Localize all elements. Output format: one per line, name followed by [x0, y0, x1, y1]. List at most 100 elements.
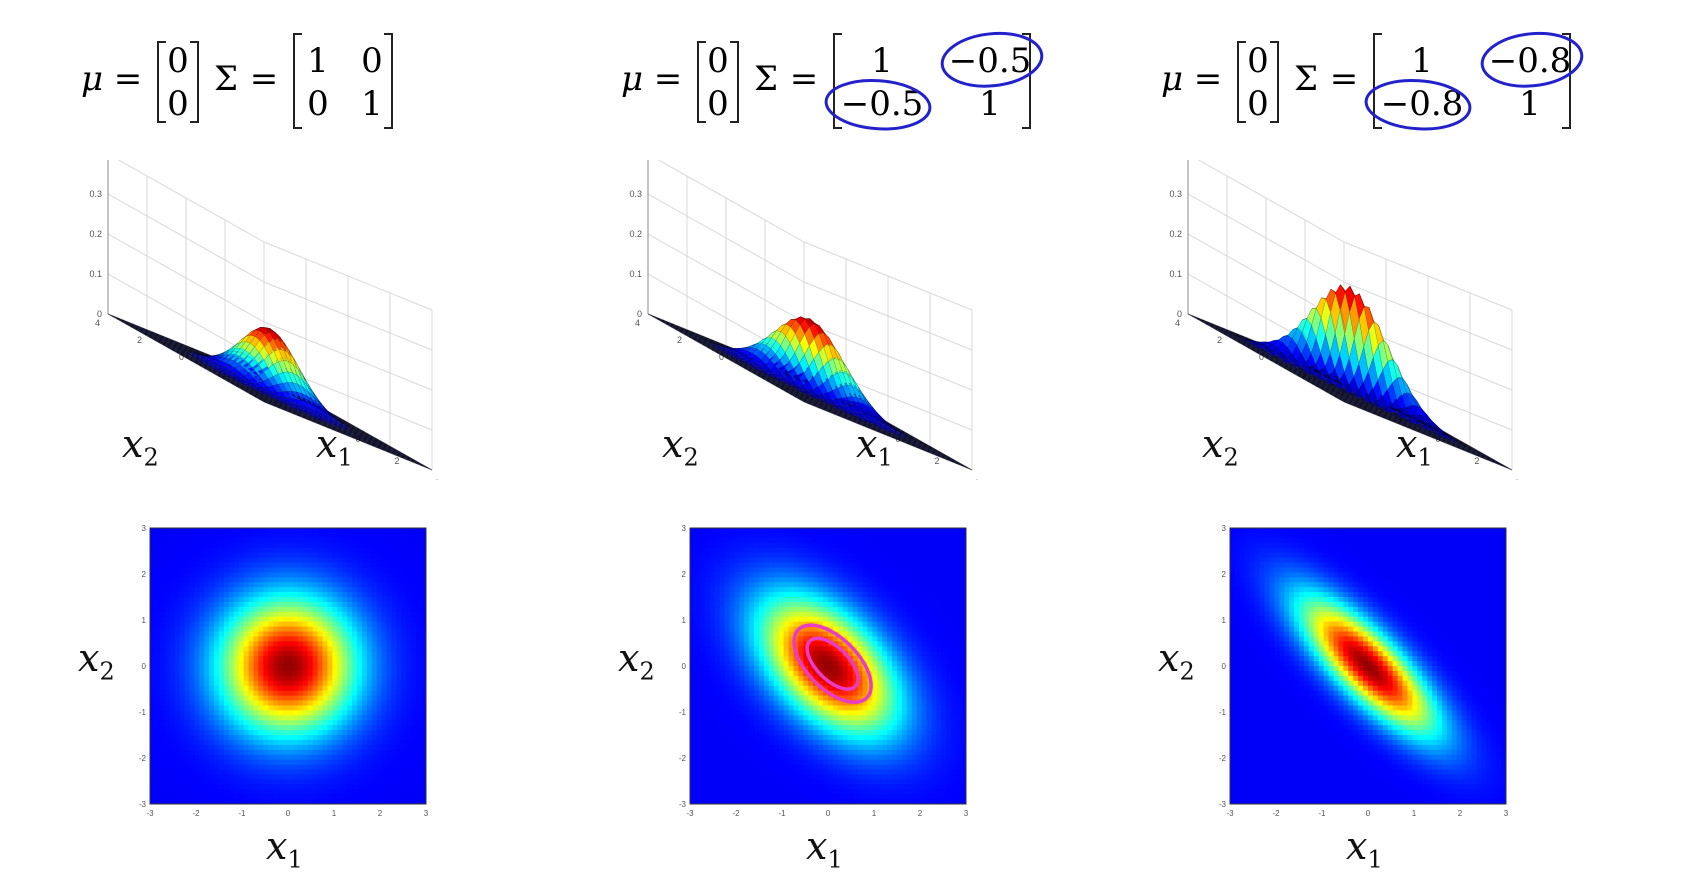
heatmap-cell	[258, 730, 264, 736]
heatmap-cell	[238, 680, 245, 687]
heatmap-cell	[169, 735, 176, 741]
heatmap-cell	[376, 710, 383, 716]
heatmap-cell	[406, 705, 412, 711]
heatmap-cell	[332, 794, 338, 800]
heatmap-cell	[214, 661, 220, 667]
heatmap-cell	[396, 759, 402, 766]
heatmap-cell	[337, 601, 343, 608]
heatmap-cell	[337, 769, 343, 775]
heatmap-cell	[317, 730, 323, 736]
heatmap-cell	[396, 675, 402, 682]
heatmap-cell	[164, 700, 171, 706]
heatmap-cell	[209, 567, 215, 573]
heatmap-x1-axis-label: x1	[266, 824, 303, 874]
heatmap-cell	[302, 670, 309, 677]
heatmap-cell	[366, 754, 373, 761]
heatmap-cell	[253, 577, 259, 583]
heatmap-cell	[297, 749, 304, 756]
heatmap-cell	[396, 552, 402, 559]
heatmap-cell	[159, 592, 166, 598]
heatmap-cell	[292, 641, 299, 647]
heatmap-cell	[381, 592, 388, 598]
heatmap-cell	[214, 582, 220, 588]
surface-cell	[284, 409, 294, 415]
heatmap-cell	[258, 735, 264, 741]
heatmap-cell	[150, 690, 156, 697]
heatmap-cell	[179, 656, 185, 662]
heatmap-cell	[223, 631, 230, 637]
heatmap-cell	[381, 799, 388, 805]
heatmap-cell	[164, 794, 171, 800]
heatmap-cell	[371, 651, 378, 657]
heatmap-cell	[253, 587, 259, 593]
heatmap-cell	[292, 794, 299, 800]
heatmap-cell	[278, 557, 284, 563]
heatmap-cell	[342, 769, 348, 775]
heatmap-cell	[273, 735, 279, 741]
heatmap-cell	[204, 705, 210, 711]
heatmap-cell	[322, 552, 328, 559]
heatmap-cell	[199, 582, 205, 588]
heatmap-cell	[322, 725, 328, 731]
heatmap-cell	[352, 626, 358, 632]
heatmap-cell	[357, 685, 363, 692]
heatmap-cell	[307, 794, 314, 800]
heatmap-cell	[391, 616, 397, 623]
heatmap-cell	[169, 661, 176, 667]
heatmap-cell	[421, 592, 427, 598]
heatmap-cell	[278, 730, 284, 736]
heatmap-cell	[391, 769, 397, 775]
heatmap-cell	[199, 700, 205, 706]
heatmap-cell	[421, 542, 427, 549]
heatmap-cell	[204, 616, 210, 623]
heatmap-cell	[332, 577, 338, 583]
heatmap-cell	[184, 547, 190, 554]
heatmap-cell	[194, 789, 200, 795]
formula: μ = 00Σ = 1 00 1	[81, 33, 393, 129]
heatmap-cell	[421, 661, 427, 667]
heatmap-cell	[411, 749, 417, 756]
heatmap-cell	[396, 754, 402, 761]
heatmap-cell	[292, 710, 299, 716]
heatmap-cell	[297, 631, 304, 637]
heatmap-cell	[302, 646, 309, 652]
heatmap-cell	[209, 784, 215, 790]
heatmap-cell	[288, 606, 294, 613]
heatmap-cell	[411, 661, 417, 667]
heatmap-cell	[421, 769, 427, 775]
heatmap-cell	[283, 700, 289, 706]
heatmap-cell	[174, 656, 181, 662]
heatmap-cell	[169, 611, 176, 618]
heatmap-cell	[184, 675, 190, 682]
heatmap-cell	[233, 769, 240, 775]
heatmap-cell	[179, 799, 185, 805]
heatmap-cell	[154, 537, 161, 544]
heatmap-cell	[219, 567, 225, 573]
heatmap-cell	[302, 774, 309, 780]
heatmap-cell	[288, 562, 294, 568]
heatmap-cell	[233, 690, 240, 697]
heatmap-cell	[194, 542, 200, 549]
heatmap-cell	[258, 537, 264, 544]
heatmap-cell	[317, 601, 323, 608]
heatmap-x-tick: -2	[192, 809, 200, 818]
sigma-22: 1	[979, 84, 1001, 124]
heatmap-cell	[357, 616, 363, 623]
heatmap-cell	[366, 572, 373, 578]
heatmap-cell	[273, 537, 279, 544]
heatmap-cell	[292, 537, 299, 544]
heatmap-cell	[411, 690, 417, 697]
heatmap-cell	[322, 557, 328, 563]
heatmap-cell	[312, 537, 319, 544]
heatmap-cell	[219, 532, 225, 539]
heatmap-cell	[381, 670, 388, 677]
heatmap-cell	[154, 611, 161, 618]
heatmap-cell	[214, 587, 220, 593]
heatmap-cell	[228, 542, 235, 549]
heatmap-cell	[194, 528, 200, 534]
heatmap-cell	[302, 592, 309, 598]
heatmap-cell	[199, 621, 205, 628]
heatmap-cell	[347, 557, 353, 563]
heatmap-cell	[347, 641, 353, 647]
heatmap-cell	[366, 611, 373, 618]
